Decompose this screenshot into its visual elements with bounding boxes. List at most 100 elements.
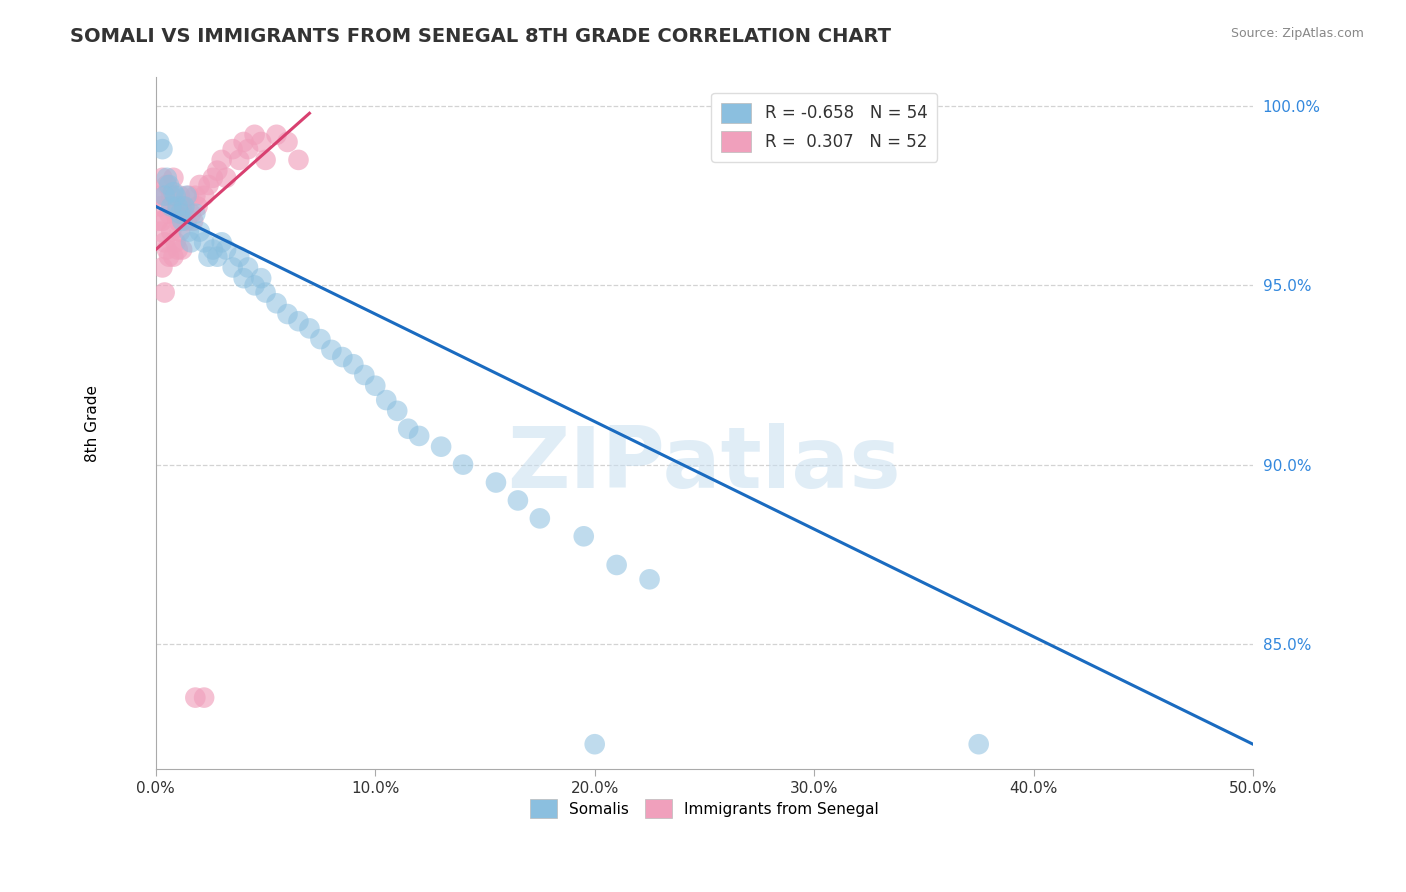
- Point: [177, 188, 200, 202]
- Point: [152, 260, 174, 275]
- Point: [187, 199, 209, 213]
- Point: [207, 163, 229, 178]
- Point: [321, 343, 343, 357]
- Point: [353, 368, 375, 382]
- Point: [266, 128, 288, 142]
- Point: [215, 243, 238, 257]
- Point: [211, 235, 233, 250]
- Point: [430, 440, 453, 454]
- Point: [342, 357, 364, 371]
- Point: [153, 235, 176, 250]
- Point: [276, 307, 298, 321]
- Point: [221, 142, 243, 156]
- Point: [184, 207, 207, 221]
- Point: [197, 178, 219, 192]
- Point: [193, 188, 215, 202]
- Point: [165, 235, 187, 250]
- Point: [408, 429, 430, 443]
- Point: [250, 271, 273, 285]
- Point: [215, 170, 238, 185]
- Point: [254, 285, 277, 300]
- Point: [188, 225, 211, 239]
- Text: ZIPatlas: ZIPatlas: [508, 424, 901, 507]
- Point: [169, 207, 191, 221]
- Point: [236, 260, 259, 275]
- Point: [332, 350, 354, 364]
- Point: [156, 170, 179, 185]
- Point: [172, 214, 194, 228]
- Point: [156, 243, 179, 257]
- Point: [184, 188, 207, 202]
- Point: [287, 153, 309, 167]
- Point: [364, 378, 387, 392]
- Point: [606, 558, 628, 572]
- Point: [165, 188, 187, 202]
- Point: [172, 199, 194, 213]
- Point: [162, 250, 184, 264]
- Point: [157, 207, 180, 221]
- Point: [266, 296, 288, 310]
- Point: [152, 170, 174, 185]
- Point: [146, 188, 169, 202]
- Point: [228, 250, 250, 264]
- Point: [188, 178, 211, 192]
- Point: [153, 188, 176, 202]
- Point: [156, 178, 179, 192]
- Point: [157, 178, 180, 192]
- Point: [221, 260, 243, 275]
- Point: [201, 243, 224, 257]
- Point: [160, 188, 183, 202]
- Text: SOMALI VS IMMIGRANTS FROM SENEGAL 8TH GRADE CORRELATION CHART: SOMALI VS IMMIGRANTS FROM SENEGAL 8TH GR…: [70, 27, 891, 45]
- Point: [180, 235, 202, 250]
- Point: [160, 199, 183, 213]
- Point: [166, 214, 188, 228]
- Point: [583, 737, 606, 751]
- Point: [506, 493, 529, 508]
- Point: [173, 199, 195, 213]
- Point: [160, 225, 183, 239]
- Point: [201, 170, 224, 185]
- Point: [193, 690, 215, 705]
- Point: [236, 142, 259, 156]
- Point: [146, 214, 169, 228]
- Point: [153, 285, 176, 300]
- Point: [309, 332, 332, 346]
- Point: [211, 153, 233, 167]
- Point: [180, 207, 202, 221]
- Point: [485, 475, 508, 490]
- Point: [149, 199, 172, 213]
- Point: [228, 153, 250, 167]
- Point: [232, 135, 254, 149]
- Point: [149, 225, 172, 239]
- Point: [254, 153, 277, 167]
- Point: [173, 207, 195, 221]
- Point: [375, 393, 398, 408]
- Point: [177, 225, 200, 239]
- Point: [638, 572, 661, 586]
- Point: [243, 278, 266, 293]
- Point: [166, 243, 188, 257]
- Point: [232, 271, 254, 285]
- Point: [166, 199, 188, 213]
- Point: [162, 185, 184, 199]
- Point: [169, 225, 191, 239]
- Point: [152, 214, 174, 228]
- Point: [176, 214, 198, 228]
- Point: [148, 135, 170, 149]
- Point: [172, 243, 194, 257]
- Point: [165, 207, 187, 221]
- Point: [169, 188, 191, 202]
- Point: [197, 250, 219, 264]
- Point: [287, 314, 309, 328]
- Point: [193, 235, 215, 250]
- Point: [396, 422, 419, 436]
- Legend: Somalis, Immigrants from Senegal: Somalis, Immigrants from Senegal: [523, 793, 886, 824]
- Point: [207, 250, 229, 264]
- Point: [250, 135, 273, 149]
- Point: [181, 214, 204, 228]
- Y-axis label: 8th Grade: 8th Grade: [86, 384, 100, 462]
- Text: Source: ZipAtlas.com: Source: ZipAtlas.com: [1230, 27, 1364, 40]
- Point: [184, 690, 207, 705]
- Point: [153, 188, 176, 202]
- Point: [967, 737, 990, 751]
